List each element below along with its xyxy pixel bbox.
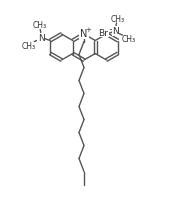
Text: CH₃: CH₃	[32, 21, 46, 30]
Text: −: −	[108, 27, 114, 33]
Text: CH₃: CH₃	[110, 14, 125, 23]
Text: Br: Br	[98, 28, 108, 37]
Text: N: N	[80, 29, 88, 39]
Text: N: N	[38, 34, 45, 43]
Text: N: N	[112, 27, 119, 36]
Text: CH₃: CH₃	[21, 42, 35, 51]
Text: CH₃: CH₃	[121, 35, 136, 44]
Text: +: +	[85, 27, 91, 33]
